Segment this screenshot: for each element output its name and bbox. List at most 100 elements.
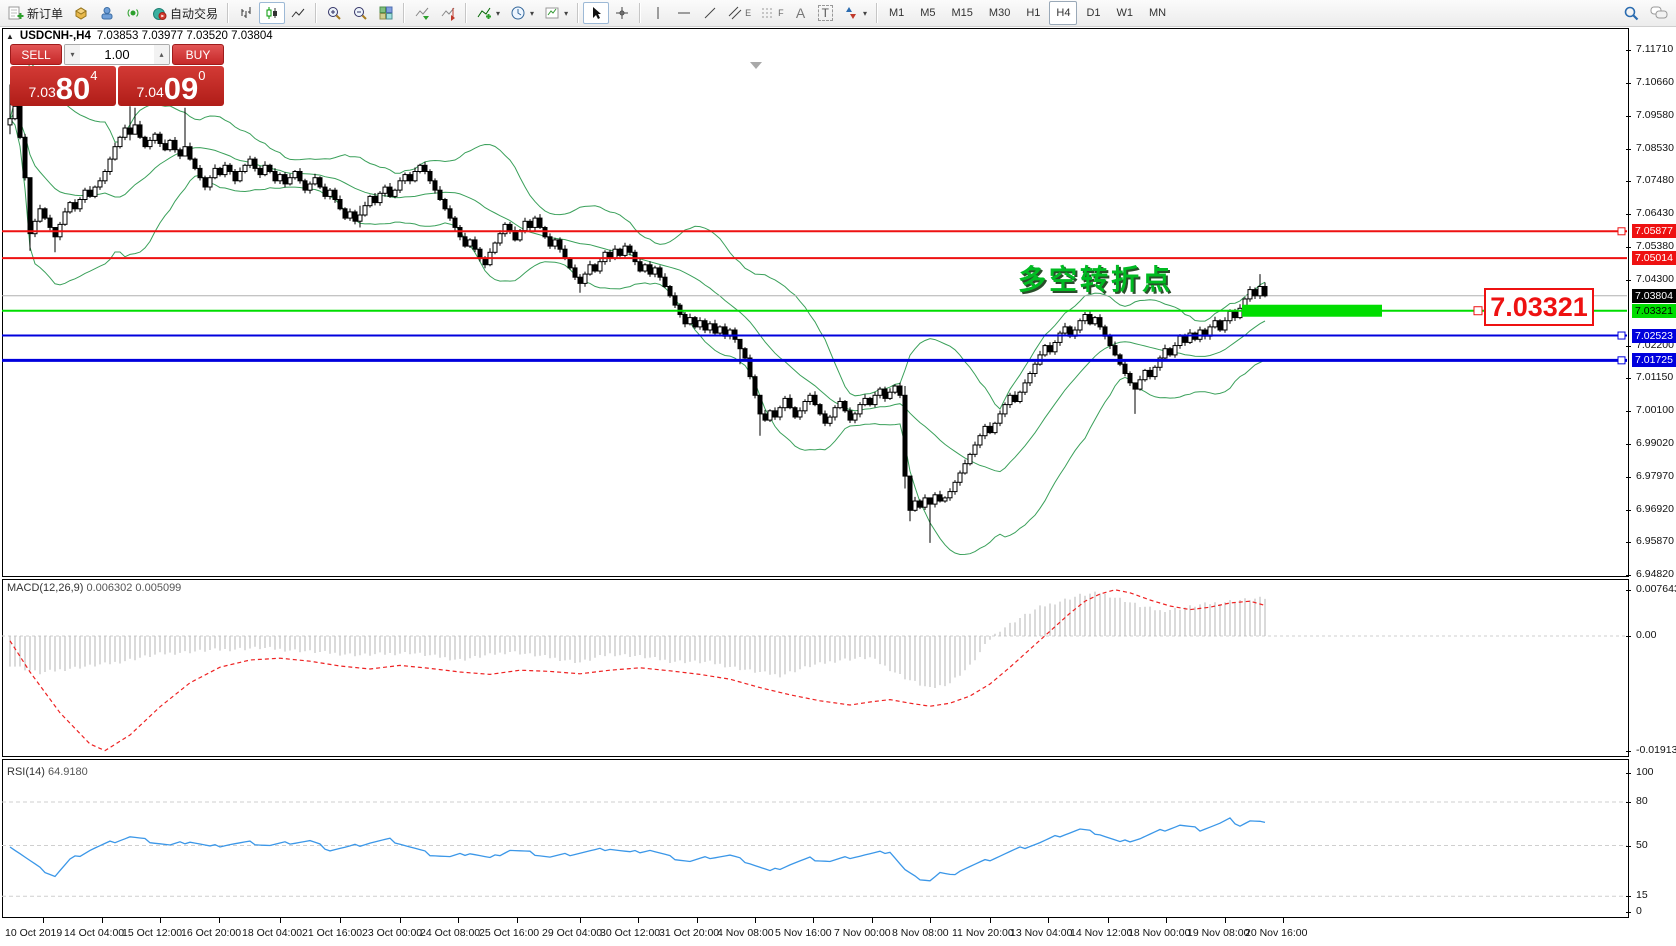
rsi-indicator-panel[interactable] [2,759,1629,918]
chart-shift-marker[interactable] [750,62,762,69]
time-tick [697,918,698,923]
zoom-out-button[interactable] [347,2,373,24]
horizontal-line-button[interactable] [671,2,697,24]
time-tick [102,918,103,923]
vertical-line-icon [650,5,666,21]
time-tick [755,918,756,923]
signals-button[interactable] [120,2,146,24]
sell-button[interactable]: SELL [10,44,62,65]
spinner-up-icon: ▴ [159,50,164,59]
autoscroll-icon [414,5,430,21]
buy-button[interactable]: BUY [172,44,224,65]
arrows-button[interactable]: ▾ [838,2,872,24]
candlestick-chart-icon [264,5,280,21]
candlestick-chart-button[interactable] [259,2,286,24]
metaeditor-button[interactable] [94,2,120,24]
timeframe-button-m15[interactable]: M15 [951,7,973,19]
tile-windows-button[interactable] [373,2,399,24]
crosshair-button[interactable] [609,2,635,24]
signals-icon [125,5,141,21]
price-marker: 7.02523 [1632,328,1676,343]
fibonacci-button[interactable]: F [756,2,789,24]
macd-canvas[interactable] [2,580,1627,756]
buy-price-display[interactable]: 7.04 09 0 [118,66,224,106]
bar-chart-button[interactable] [233,2,259,24]
sell-price-big: 80 [55,71,91,106]
price-axis: 7.11710 7.10660 7.09580 7.08530 7.07480 7.064… [1626,28,1676,918]
price-chart-panel[interactable] [2,28,1629,577]
line-chart-button[interactable] [285,2,311,24]
cursor-button[interactable] [583,2,610,24]
tile-windows-icon [378,5,394,21]
price-marker: 7.01725 [1632,353,1676,368]
price-chart-canvas[interactable] [2,29,1627,576]
annotation-text[interactable]: 多空转折点 [1018,264,1174,295]
time-tick [517,918,518,923]
market-depth-button[interactable] [68,2,94,24]
volume-increase-button[interactable]: ▴ [154,45,169,64]
timeframe-button-m5[interactable]: M5 [920,7,936,19]
indicators-button[interactable]: ▾ [471,2,505,24]
chart-header: ▲ USDCNH-,H4 7.03853 7.03977 7.03520 7.0… [6,30,273,42]
horizontal-line-icon [676,5,692,21]
crosshair-icon [614,5,630,21]
chat-button[interactable] [1645,2,1673,24]
chevron-down-icon: ▾ [530,8,535,18]
timeframe-button-h1[interactable]: H1 [1026,7,1041,19]
timeframe-button-m30[interactable]: M30 [988,7,1011,19]
price-marker: 7.05014 [1632,251,1676,266]
timeframe-button-m1[interactable]: M1 [888,7,905,19]
axis-tick [1626,477,1631,479]
buy-price-sup: 0 [198,68,206,83]
timeframe-button-mn[interactable]: MN [1149,7,1167,19]
channel-letter: E [745,8,752,18]
new-order-button[interactable]: 新订单 [3,2,68,24]
text-tool-button[interactable]: A [789,2,813,24]
rsi-canvas[interactable] [2,760,1627,917]
chart-shift-button[interactable] [435,2,461,24]
trendline-button[interactable] [697,2,723,24]
time-tick [1225,918,1226,923]
metaeditor-icon [99,5,115,21]
timeframe-button-d1[interactable]: D1 [1086,7,1101,19]
toolbar-separator [227,3,230,23]
periods-button[interactable]: ▾ [505,2,539,24]
axis-tick [1626,345,1631,347]
search-button[interactable] [1618,2,1645,24]
autoscroll-button[interactable] [409,2,435,24]
time-label: 24 Oct 08:00 [420,927,481,939]
rsi-tick: 0 [1636,905,1642,917]
time-tick [638,918,639,923]
price-marker: 7.03321 [1632,303,1676,318]
templates-button[interactable]: ▾ [539,2,573,24]
buy-price-big: 09 [163,71,199,106]
autotrading-button[interactable]: 自动交易 [146,2,223,24]
axis-tick [1626,378,1631,380]
zoom-in-button[interactable] [321,2,347,24]
axis-tick [1626,148,1631,150]
sell-price-display[interactable]: 7.03 80 4 [10,66,116,106]
macd-indicator-panel[interactable] [2,579,1629,757]
price-tick: 7.09580 [1636,109,1674,122]
macd-name: MACD(12,26,9) [7,582,84,594]
time-label: 8 Nov 08:00 [892,927,949,939]
axis-tick [1626,542,1631,544]
toolbar-separator [403,3,406,23]
time-tick [872,918,873,923]
price-tick: 6.94820 [1636,567,1674,580]
collapse-arrow-icon[interactable]: ▲ [6,31,14,41]
equidistant-channel-button[interactable]: E [723,2,756,24]
timeframe-button-w1[interactable]: W1 [1116,7,1134,19]
time-label: 20 Nov 16:00 [1245,927,1308,939]
macd-tick: 0.007643 [1636,583,1676,596]
vertical-line-button[interactable] [645,2,671,24]
price-tick: 7.06430 [1636,207,1674,220]
arrows-icon [843,5,859,21]
price-callout-box[interactable]: 7.03321 [1484,288,1594,326]
text-label-button[interactable]: T [813,2,838,24]
time-label: 23 Oct 00:00 [362,927,423,939]
volume-input[interactable] [80,45,154,64]
rsi-tick: 15 [1636,889,1648,902]
volume-decrease-button[interactable]: ▾ [65,45,80,64]
timeframe-button-h4[interactable]: H4 [1049,1,1078,25]
